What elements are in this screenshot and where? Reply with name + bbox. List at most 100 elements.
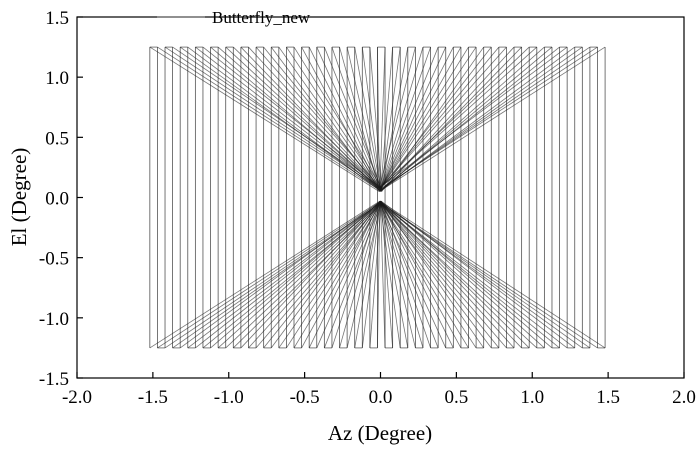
- scan-lower-connector: [187, 201, 382, 349]
- x-axis-title: Az (Degree): [328, 421, 432, 445]
- scan-upper-connector: [380, 46, 507, 189]
- scan-lower-connector: [380, 203, 507, 349]
- scan-upper-connector: [381, 46, 598, 189]
- x-tick-label: 2.0: [672, 387, 696, 408]
- scan-upper-connector: [380, 46, 431, 191]
- scan-lower-connector: [380, 202, 568, 349]
- scan-upper-connector: [369, 47, 383, 191]
- scan-lower-connector: [331, 200, 381, 349]
- y-tick-label: 0.0: [45, 189, 69, 210]
- scan-upper-connector: [157, 46, 381, 191]
- scan-lower-connector: [379, 202, 538, 349]
- scan-upper-connector: [240, 46, 381, 192]
- scan-upper-connector: [381, 47, 409, 190]
- scan-lower-connector: [339, 201, 381, 349]
- scan-upper-connector: [380, 46, 439, 190]
- scan-lower-connector: [293, 203, 381, 349]
- scan-lower-connector: [380, 203, 386, 348]
- scan-upper-connector: [346, 46, 381, 190]
- scan-upper-connector: [225, 46, 380, 190]
- scan-lower-connector: [225, 202, 381, 349]
- scan-upper-connector: [381, 46, 522, 191]
- y-axis-title: El (Degree): [7, 148, 31, 247]
- x-tick-label: -0.5: [290, 387, 320, 408]
- scan-upper-connector: [308, 46, 381, 191]
- scan-lower-connector: [308, 201, 381, 349]
- axis-ticks: -2.0 -1.5 -1.0 -0.5 0.0 0.5 1.0 1.5 2.01.51.00.5…: [39, 8, 696, 408]
- scan-lower-connector: [380, 203, 416, 349]
- scan-upper-connector: [379, 46, 500, 190]
- scan-lower-connector: [379, 201, 583, 349]
- scan-upper-connector: [379, 46, 424, 192]
- scan-lower-connector: [380, 202, 591, 349]
- scan-lower-connector: [354, 203, 381, 348]
- legend: Butterfly_new: [157, 8, 311, 27]
- y-tick-label: -1.5: [39, 369, 69, 390]
- scan-upper-connector: [195, 46, 381, 190]
- plot-frame: [76, 16, 685, 379]
- scan-lower-connector: [248, 201, 381, 349]
- scan-upper-connector: [381, 46, 560, 190]
- scan-upper-connector: [379, 46, 462, 191]
- scan-lower-connector: [380, 200, 454, 349]
- scan-upper-connector: [323, 46, 382, 189]
- scan-upper-connector: [233, 46, 381, 189]
- x-tick-label: -1.0: [214, 387, 244, 408]
- y-tick-label: -1.0: [39, 309, 69, 330]
- scan-upper-connector: [379, 46, 530, 190]
- scan-upper-connector: [339, 46, 380, 191]
- scan-upper-connector: [354, 47, 381, 188]
- scan-lower-connector: [380, 202, 409, 348]
- scan-lower-connector: [210, 200, 382, 349]
- scan-lower-connector: [379, 201, 401, 348]
- x-tick-label: -2.0: [62, 387, 92, 408]
- scan-upper-connector: [210, 46, 382, 192]
- scan-lower-connector: [301, 200, 382, 349]
- scan-lower-connector: [217, 201, 381, 349]
- scan-lower-connector: [255, 202, 382, 349]
- scan-lower-connector: [380, 202, 598, 349]
- scan-lower-connector: [380, 203, 477, 349]
- scan-upper-connector: [301, 46, 380, 192]
- scan-upper-connector: [379, 46, 606, 192]
- scan-upper-connector: [202, 46, 381, 189]
- scan-lower-connector: [149, 200, 381, 349]
- scan-upper-connector: [361, 47, 382, 192]
- scan-lower-connector: [380, 201, 522, 349]
- scan-lower-connector: [379, 202, 560, 349]
- scan-upper-connector: [172, 46, 382, 189]
- scan-upper-connector: [380, 46, 477, 189]
- legend-label-butterfly-new: Butterfly_new: [212, 8, 311, 27]
- scan-lower-connector: [379, 200, 515, 349]
- x-tick-label: 0.5: [445, 387, 469, 408]
- scan-upper-connector: [381, 46, 447, 189]
- y-tick-label: 1.5: [45, 8, 69, 29]
- y-tick-label: 0.5: [45, 128, 69, 149]
- scan-upper-connector: [379, 47, 386, 188]
- scan-lower-connector: [379, 201, 492, 349]
- scan-lower-connector: [157, 201, 381, 349]
- scan-lower-connector: [379, 203, 447, 349]
- scan-upper-connector: [379, 46, 568, 189]
- scan-upper-connector: [331, 46, 383, 192]
- y-tick-label: -0.5: [39, 249, 69, 270]
- scan-upper-connector: [378, 46, 416, 188]
- x-tick-label: 1.0: [520, 387, 544, 408]
- scan-upper-connector: [380, 46, 469, 190]
- scan-upper-connector: [380, 47, 401, 191]
- scan-lower-connector: [278, 201, 382, 349]
- scan-upper-connector: [248, 46, 382, 191]
- scan-lower-connector: [380, 201, 431, 349]
- scan-upper-connector: [377, 47, 380, 190]
- scan-lower-connector: [233, 202, 382, 349]
- series-butterfly-new: [149, 46, 606, 349]
- x-tick-label: 0.0: [369, 387, 393, 408]
- scan-lower-connector: [380, 202, 500, 349]
- scan-upper-connector: [379, 46, 538, 189]
- scan-upper-connector: [164, 46, 381, 190]
- scan-upper-connector: [270, 46, 381, 192]
- scan-lower-connector: [195, 202, 381, 349]
- scan-upper-connector: [378, 46, 454, 192]
